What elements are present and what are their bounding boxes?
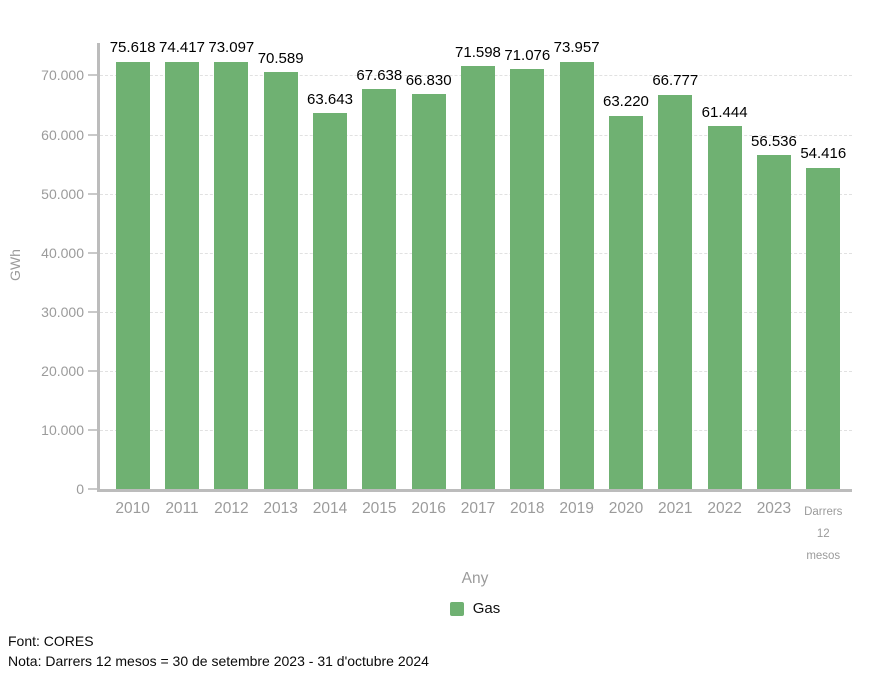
bar-column: 75.618 [108,39,157,489]
bar-column: 63.220 [601,40,650,489]
x-axis-category-label: 2014 [312,500,348,517]
bar-column: 66.777 [651,40,700,489]
bar-column: 66.830 [404,40,453,489]
bar-column: 54.416 [799,40,848,489]
y-axis-tick-label: 30.000 [41,303,84,320]
y-axis-tick-mark [88,488,97,490]
x-axis-title: Any [461,570,489,587]
bars-row: 75.618 74.417 73.097 70.589 63.643 67.638 66.8… [98,39,852,489]
bar-column: 63.643 [305,40,354,489]
bar-2021[interactable] [658,94,693,489]
chart-footer: Font: CORES Nota: Darrers 12 mesos = 30 … [8,631,429,671]
y-axis-tick-label: 70.000 [41,67,84,84]
bar-2012[interactable] [214,61,249,489]
bar-column: 56.536 [749,40,798,489]
legend-label: Gas [472,600,501,617]
x-axis-category-label: 2019 [559,500,594,517]
bar-column: 73.097 [207,39,256,489]
x-axis-category-label: 2023 [756,500,792,517]
y-axis-tick-mark [88,192,97,195]
legend-swatch-icon [449,601,464,616]
y-axis-tick-label: 10.000 [41,421,84,438]
bar-column: 73.957 [552,39,601,489]
bar-value-label: 71.076 [504,46,551,64]
legend: Gas [98,600,852,617]
bar-2013[interactable] [263,72,298,489]
x-axis-category-label: 2011 [165,500,199,517]
bar-value-label: 71.598 [455,43,501,61]
bar-2015[interactable] [362,89,397,489]
bar-2016[interactable] [411,94,446,489]
x-axis-category-label: 2020 [608,500,644,517]
y-axis-tick-mark [88,310,97,313]
bar-value-label: 74.417 [159,39,205,56]
x-axis-category-label: 2021 [658,500,693,517]
bar-value-label: 63.220 [603,93,649,110]
bar-2017[interactable] [460,66,495,489]
x-axis-category-label: 2015 [362,500,397,517]
bar-value-label: 56.536 [750,132,797,150]
x-axis-category-label: 2016 [411,500,446,517]
x-axis-category-label: 2022 [707,500,742,517]
bar-column: 74.417 [157,39,206,489]
bar-2014[interactable] [312,113,347,489]
x-axis-category-label: 2018 [510,500,545,517]
y-axis-tick-label: 40.000 [41,244,84,261]
bar-value-label: 67.638 [356,66,403,84]
bar-column: 71.076 [503,40,552,489]
bar-column: 61.444 [700,40,749,489]
x-axis-labels: 2010 2011 2012 2013 2014 2015 2016 2017 2018 2019… [98,501,852,567]
bar-2018[interactable] [510,69,545,489]
bar-value-label: 73.097 [208,39,255,56]
bar-2020[interactable] [608,115,643,489]
bar-value-label: 54.416 [800,145,847,162]
bar-value-label: 70.589 [257,49,304,67]
x-axis-category-label: 2017 [460,500,496,517]
bar-2023[interactable] [756,155,791,489]
y-axis-tick-mark [88,428,97,431]
bar-value-label: 66.830 [405,71,452,89]
bar-column: 70.589 [256,40,305,489]
x-axis-line [97,489,852,492]
bar-column: 71.598 [453,40,502,489]
bar-2019[interactable] [559,61,594,489]
plot-area: 75.618 74.417 73.097 70.589 63.643 67.638 66.8… [98,39,852,489]
y-axis-tick-mark [88,251,97,254]
bar-darrers-12-mesos[interactable] [806,167,841,489]
bar-value-label: 75.618 [109,39,156,56]
legend-item-gas[interactable]: Gas [449,600,501,617]
y-axis-tick-mark [88,133,97,136]
y-axis-line [97,43,100,492]
bar-value-label: 66.777 [652,72,699,89]
bar-2022[interactable] [707,126,742,489]
footer-source: Font: CORES [8,633,94,649]
x-axis-category-label: 2012 [214,500,249,517]
y-axis-tick-label: 60.000 [41,126,84,143]
bar-2010[interactable] [115,61,150,489]
y-axis-tick-label: 50.000 [41,185,84,202]
y-axis-tick-label: 0 [76,481,84,497]
bar-column: 67.638 [355,40,404,489]
bar-2011[interactable] [164,61,199,489]
x-axis-category-label: Darrers 12 mesos [804,506,843,562]
bar-value-label: 73.957 [553,39,600,56]
y-axis-tick-label: 20.000 [41,362,84,379]
x-axis-category-label: 2010 [115,500,150,517]
y-axis-tick-mark [88,74,97,77]
bar-value-label: 61.444 [701,103,748,121]
bar-value-label: 63.643 [307,90,353,108]
y-axis-tick-mark [88,369,97,372]
footer-note: Nota: Darrers 12 mesos = 30 de setembre … [8,653,429,669]
x-axis-category-label: 2013 [263,500,298,517]
